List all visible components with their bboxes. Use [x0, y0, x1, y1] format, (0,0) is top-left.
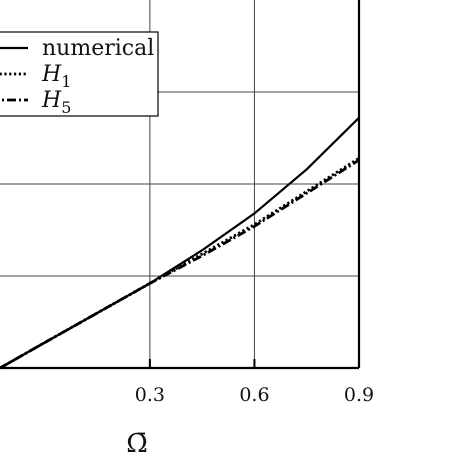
axes [0, 0, 361, 370]
x-tick-label: 0.6 [239, 384, 269, 406]
legend-label: numerical [42, 36, 154, 61]
legend-label: H5 [41, 88, 71, 117]
series-group [0, 116, 360, 370]
x-axis-label: Ω̄ [126, 429, 148, 459]
series-line-numerical [0, 116, 360, 369]
legend-box [0, 31, 159, 117]
legend-label: H1 [41, 62, 71, 91]
ticks: 0.3 0.6 0.9 [135, 359, 374, 406]
x-tick-label: 0.3 [135, 384, 165, 406]
series-line-h5 [0, 158, 360, 370]
series-line-h1 [0, 157, 360, 370]
x-tick-label: 0.9 [344, 384, 374, 406]
